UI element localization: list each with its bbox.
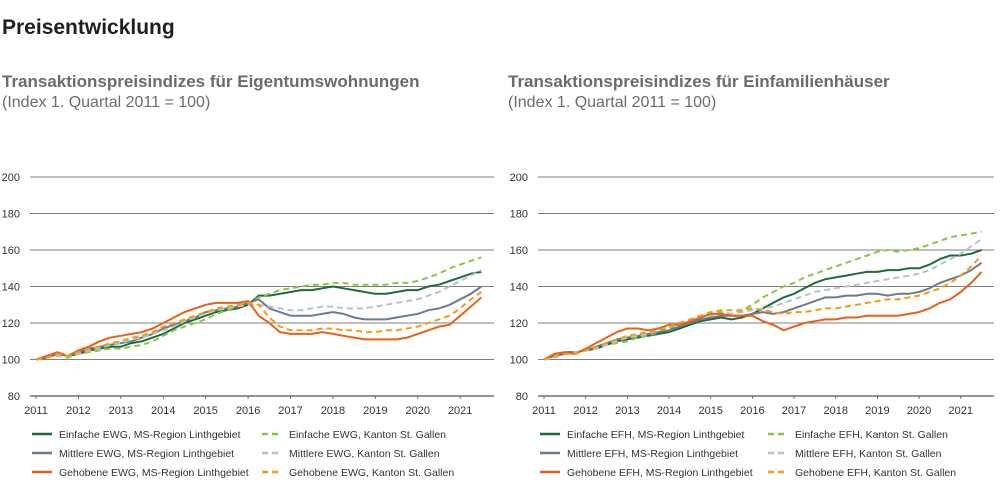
series-line-light-green [543,230,982,361]
legend-label: Mittlere EFH, MS-Region Linthgebiet [567,448,738,460]
y-tick-label: 80 [8,391,20,403]
legend-label: Mittlere EWG, Kanton St. Gallen [289,448,440,460]
y-tick-label: 160 [2,245,20,257]
x-tick-label: 2019 [363,405,387,417]
chart-ewg: 80 100 120 140 160 180 200 2011 2012 2013 2014 2015… [2,172,494,479]
x-tick-label: 2019 [865,405,889,417]
x-tick-label: 2014 [151,405,175,417]
y-tick-label: 180 [2,209,20,221]
x-tick-label: 2013 [109,405,133,417]
x-tick-label: 2018 [823,405,847,417]
legend-label: Einfache EFH, MS-Region Linthgebiet [567,429,745,441]
y-tick-label: 120 [2,318,20,330]
chart-subtitle-ewg: (Index 1. Quartal 2011 = 100) [2,94,211,111]
y-tick-label: 80 [516,391,528,403]
legend-label: Einfache EWG, Kanton St. Gallen [289,429,446,441]
chart-title-efh: Transaktionspreisindizes für Einfamilien… [508,72,890,91]
series-line-orange [35,296,483,361]
legend-label: Einfache EWG, MS-Region Linthgebiet [59,429,241,441]
x-tick-label: 2020 [907,405,931,417]
series-line-dark-gray [35,285,482,361]
x-tick-label: 2015 [698,405,722,417]
chart-efh: 80 100 120 140 160 180 200 2011 2012 2013 2014 2015… [510,172,994,479]
y-tick-label: 120 [510,318,528,330]
legend-label: Gehobene EFH, Kanton St. Gallen [795,467,956,479]
legend-label: Mittlere EFH, Kanton St. Gallen [795,448,942,460]
x-tick-label: 2017 [278,405,302,417]
y-tick-label: 160 [510,245,528,257]
x-tick-label: 2021 [949,405,973,417]
x-tick-label: 2020 [406,405,430,417]
legend-label: Mittlere EWG, MS-Region Linthgebiet [59,448,234,460]
series-line-light-orange [35,291,482,361]
y-tick-label: 180 [510,209,528,221]
x-tick-label: 2011 [24,405,48,417]
x-tick-label: 2018 [321,405,345,417]
y-tick-label: 200 [2,172,20,184]
x-tick-label: 2015 [193,405,217,417]
x-tick-label: 2012 [66,405,90,417]
series-line-dark-gray [543,261,983,361]
legend-label: Gehobene EWG, Kanton St. Gallen [289,467,454,479]
x-tick-label: 2013 [615,405,639,417]
y-tick-label: 100 [2,355,20,367]
x-tick-label: 2012 [573,405,597,417]
legend-label: Einfache EFH, Kanton St. Gallen [795,429,948,441]
x-tick-label: 2016 [236,405,260,417]
page-title: Preisentwicklung [2,16,175,39]
series-line-light-orange [543,254,983,361]
x-tick-label: 2011 [532,405,556,417]
legend-label: Gehobene EFH, MS-Region Linthgebiet [567,467,753,479]
legend-label: Gehobene EWG, MS-Region Linthgebiet [59,467,249,479]
y-tick-label: 140 [510,282,528,294]
series-line-orange [543,271,983,361]
x-tick-label: 2016 [740,405,764,417]
y-tick-label: 140 [2,282,20,294]
y-tick-label: 200 [510,172,528,184]
chart-subtitle-efh: (Index 1. Quartal 2011 = 100) [508,94,717,111]
series-line-light-gray [543,238,983,361]
series-line-light-green [35,256,482,361]
x-tick-label: 2014 [657,405,681,417]
x-tick-label: 2021 [448,405,472,417]
series-line-dark-green [543,249,982,361]
y-tick-label: 100 [510,355,528,367]
x-tick-label: 2017 [782,405,806,417]
chart-title-ewg: Transaktionspreisindizes für Eigentumswo… [2,72,420,91]
series-line-dark-green [35,270,482,361]
